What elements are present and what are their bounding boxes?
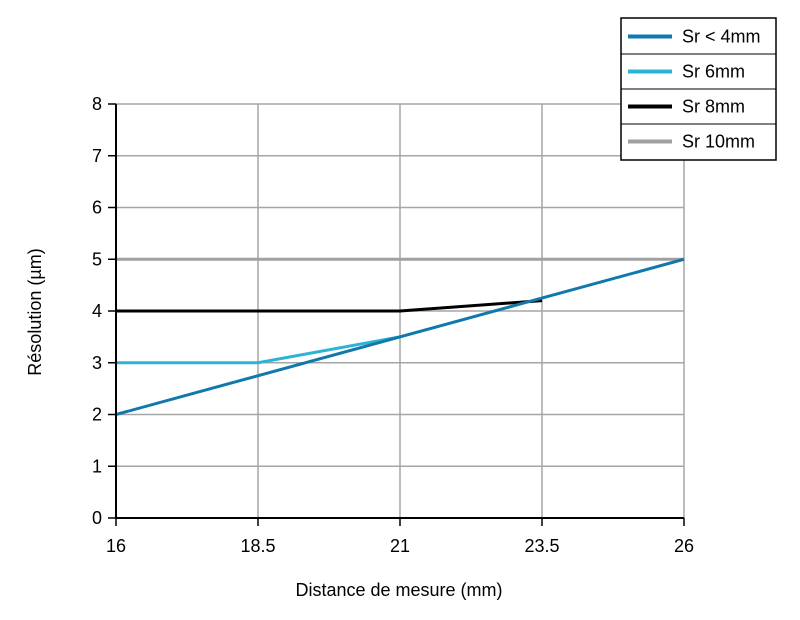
- series-line: [116, 299, 543, 313]
- tick-labels: 0 1 2 3 4 5 6 7 8 16 18.5 21 23.5 26: [92, 94, 694, 556]
- y-tick-label: 4: [92, 301, 102, 321]
- series-lines: [115, 257, 685, 416]
- x-axis-title: Distance de mesure (mm): [295, 580, 502, 600]
- y-tick-label: 0: [92, 508, 102, 528]
- legend: Sr < 4mm Sr 6mm Sr 8mm Sr 10mm: [620, 17, 777, 161]
- x-tick-label: 18.5: [240, 536, 275, 556]
- x-tick-label: 21: [390, 536, 410, 556]
- series-line: [116, 335, 401, 365]
- series-line: [115, 257, 685, 416]
- y-tick-label: 2: [92, 405, 102, 425]
- axes: [108, 103, 685, 526]
- y-axis-title: Résolution (µm): [25, 248, 45, 375]
- y-tick-label: 5: [92, 249, 102, 269]
- legend-label: Sr 8mm: [682, 97, 745, 117]
- y-tick-label: 6: [92, 198, 102, 218]
- legend-label: Sr 6mm: [682, 62, 745, 82]
- y-tick-label: 7: [92, 146, 102, 166]
- x-tick-label: 26: [674, 536, 694, 556]
- x-tick-label: 16: [106, 536, 126, 556]
- legend-label: Sr 10mm: [682, 132, 755, 152]
- y-tick-label: 1: [92, 456, 102, 476]
- legend-label: Sr < 4mm: [682, 27, 761, 47]
- y-tick-label: 8: [92, 94, 102, 114]
- x-tick-label: 23.5: [524, 536, 559, 556]
- y-tick-label: 3: [92, 353, 102, 373]
